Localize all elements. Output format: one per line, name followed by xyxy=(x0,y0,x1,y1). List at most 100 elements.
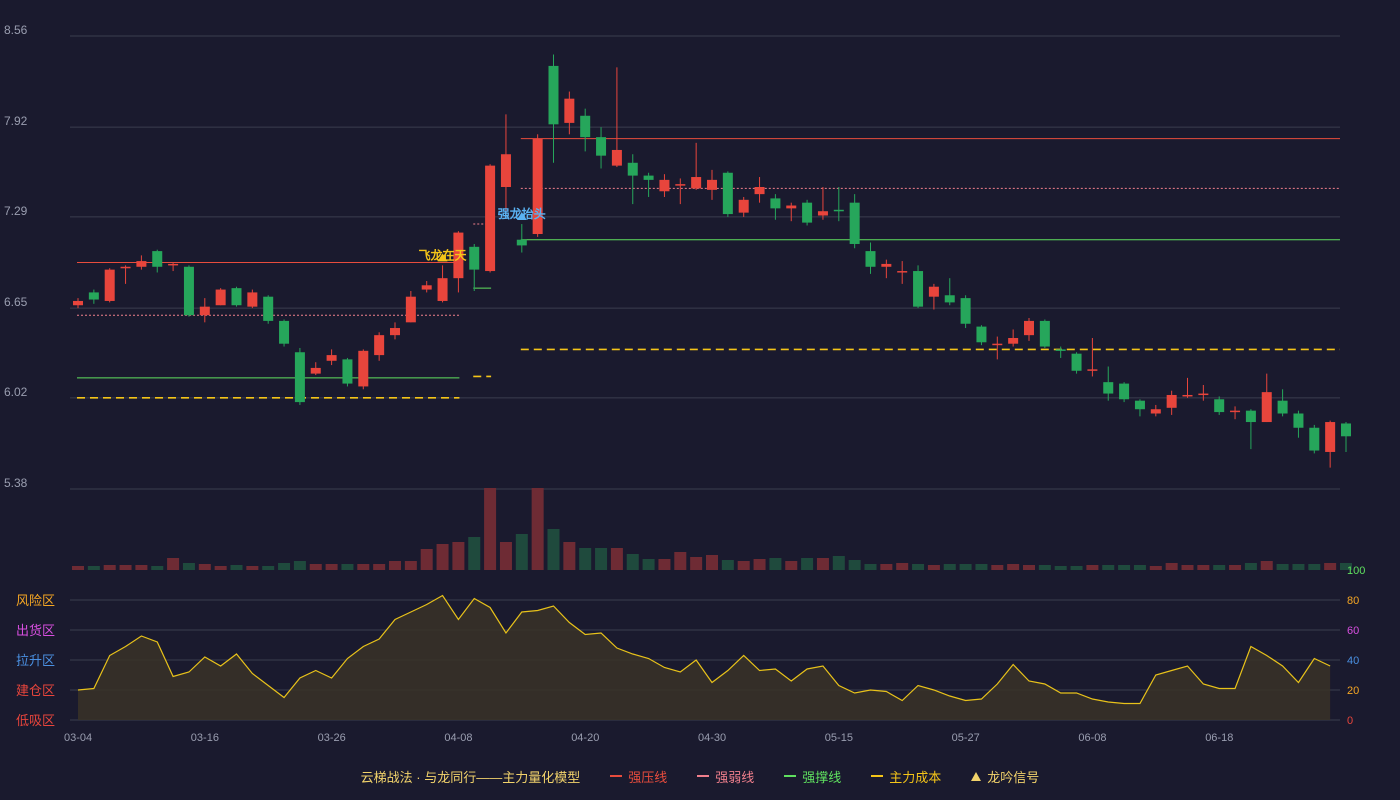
legend-cost[interactable]: 主力成本 xyxy=(871,767,941,786)
candle xyxy=(453,231,464,293)
candle xyxy=(1055,346,1066,358)
volume-bar xyxy=(72,566,84,570)
candle-body xyxy=(199,306,210,316)
legend-signal-text: 龙吟信号 xyxy=(987,769,1040,785)
volume-bar xyxy=(341,564,354,570)
candle xyxy=(564,91,575,135)
candle-body xyxy=(342,359,353,384)
candle xyxy=(263,295,274,324)
cost-swatch xyxy=(871,775,884,777)
candle-body xyxy=(120,266,131,269)
candle xyxy=(532,134,543,237)
price-tick-label: 8.56 xyxy=(4,23,28,37)
candle xyxy=(120,265,131,284)
volume-bar xyxy=(1070,566,1083,570)
candle xyxy=(1071,352,1082,374)
volume-bar xyxy=(246,566,259,570)
candle xyxy=(500,114,511,219)
candle xyxy=(707,169,717,200)
legend-resistance[interactable]: 强压线 xyxy=(610,767,667,786)
candle-body xyxy=(881,263,892,267)
candle xyxy=(199,298,210,323)
price-tick-label: 6.65 xyxy=(4,295,28,309)
candle-body xyxy=(865,251,876,267)
candle-body xyxy=(1182,394,1193,397)
candle-body xyxy=(913,271,924,307)
volume-bar xyxy=(943,564,956,570)
volume-bar xyxy=(357,564,370,570)
candle xyxy=(881,259,892,279)
price-axis: 8.56 7.92 7.29 6.65 6.02 5.38 xyxy=(4,23,28,490)
candle xyxy=(1277,389,1288,417)
volume-bar xyxy=(1244,563,1257,570)
candle-body xyxy=(738,199,749,213)
candle-body xyxy=(500,154,511,187)
candle-body xyxy=(564,98,575,123)
volume-bar xyxy=(1292,564,1305,570)
candle-body xyxy=(485,165,496,272)
candle-body xyxy=(374,335,385,356)
volume-bar xyxy=(1038,565,1051,570)
candle xyxy=(310,362,321,376)
candle xyxy=(1245,409,1256,450)
volume-bar xyxy=(531,488,544,570)
candle-body xyxy=(548,65,559,125)
candle-body xyxy=(516,239,527,246)
candle-body xyxy=(73,300,83,306)
candle-body xyxy=(405,296,416,323)
volume-bar xyxy=(404,561,417,570)
candle-body xyxy=(532,138,543,235)
osc-tick-label: 60 xyxy=(1347,625,1359,637)
price-tick-label: 5.38 xyxy=(4,476,28,490)
candle xyxy=(104,268,115,303)
date-tick-label: 04-30 xyxy=(698,732,726,744)
candle-body xyxy=(944,295,955,303)
legend-weak[interactable]: 强弱线 xyxy=(697,767,754,786)
signal-triangle-icon xyxy=(516,212,527,221)
candle xyxy=(1119,382,1130,403)
candle-body xyxy=(1071,353,1082,371)
candle xyxy=(1214,396,1225,415)
price-tick-label: 7.92 xyxy=(4,114,28,128)
legend-support[interactable]: 强撑线 xyxy=(784,767,841,786)
candle-body xyxy=(152,251,163,267)
volume-bar xyxy=(690,557,703,570)
volume-bar xyxy=(1086,565,1099,570)
date-tick-label: 04-08 xyxy=(444,732,472,744)
candle xyxy=(152,249,163,273)
candle xyxy=(1150,404,1161,417)
candle xyxy=(849,194,860,249)
volume-bar xyxy=(721,560,734,570)
volume-bar xyxy=(1023,565,1035,570)
candle-body xyxy=(1103,382,1114,394)
candle-body xyxy=(358,350,369,387)
candle xyxy=(691,142,702,190)
candle-body xyxy=(231,288,242,306)
legend-signal[interactable]: 龙吟信号 xyxy=(971,767,1039,786)
candle xyxy=(374,332,385,361)
volume-bar xyxy=(769,558,782,570)
candle-body xyxy=(992,343,1003,346)
candle xyxy=(1087,338,1098,377)
candle-body xyxy=(453,232,464,279)
level-lines xyxy=(77,138,1340,399)
candle-body xyxy=(469,246,480,270)
volume-bar xyxy=(309,564,322,570)
candle xyxy=(1230,406,1241,420)
signal-label: 飞龙在天 xyxy=(419,247,468,262)
candle xyxy=(294,347,305,405)
candle xyxy=(611,67,622,168)
candle-body xyxy=(294,352,305,403)
candle xyxy=(817,187,828,220)
candle-body xyxy=(1024,320,1034,336)
date-tick-label: 03-16 xyxy=(191,732,219,744)
volume-bar xyxy=(182,563,195,570)
osc-line xyxy=(77,594,1331,705)
legend-weak-text: 强弱线 xyxy=(715,769,755,785)
candle-body xyxy=(1341,423,1351,437)
candle-body xyxy=(643,175,654,180)
candle xyxy=(405,290,416,323)
volume-bars xyxy=(72,488,1352,570)
candle xyxy=(897,261,908,284)
candle xyxy=(73,298,83,309)
